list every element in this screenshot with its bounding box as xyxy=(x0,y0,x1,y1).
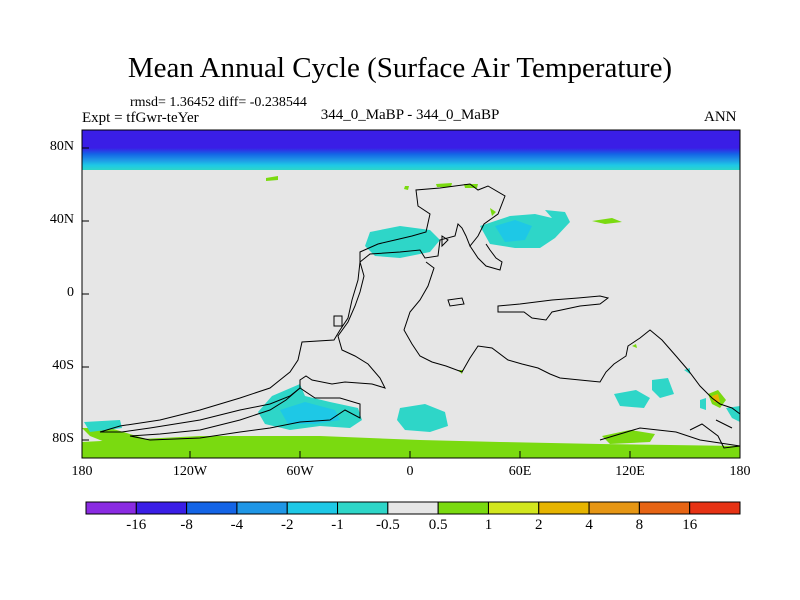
colorbar-swatch xyxy=(689,501,741,515)
x-tick-label: 0 xyxy=(406,464,414,479)
y-tick-label: 40N xyxy=(49,212,74,227)
cool-patch-s-atlantic xyxy=(397,404,448,432)
cool-patch-europe xyxy=(365,226,440,258)
colorbar-swatch xyxy=(437,501,489,515)
colorbar-label: -4 xyxy=(230,517,244,533)
colder-core-asia xyxy=(495,220,532,242)
colder-core-s-america xyxy=(280,402,340,424)
colorbar-label: 2 xyxy=(535,517,543,533)
anomaly-fields xyxy=(82,130,740,458)
colorbar-swatch xyxy=(286,501,339,515)
cool-speck-1 xyxy=(684,368,690,374)
colorbar-swatch xyxy=(588,501,640,515)
colorbar-label: -2 xyxy=(280,517,294,533)
y-tick-label: 80S xyxy=(52,431,74,446)
colorbar-swatch xyxy=(387,501,439,515)
coast-isle-3 xyxy=(441,235,449,248)
warm-speck-atlantic xyxy=(266,176,278,181)
chart-title: Mean Annual Cycle (Surface Air Temperatu… xyxy=(127,52,673,84)
x-tick-label: 60W xyxy=(286,464,314,479)
y-tick-label: 0 xyxy=(67,285,74,300)
cool-speck-east xyxy=(726,406,740,422)
coast-island xyxy=(333,315,343,327)
cool-speck-nz xyxy=(700,398,706,410)
coast-antarctic-east xyxy=(599,427,740,447)
arctic-cold-band xyxy=(82,130,740,170)
x-tick-label: 180 xyxy=(71,464,93,479)
colorbar-label: 1 xyxy=(484,517,493,533)
colorbar-label: 4 xyxy=(585,517,593,533)
colorbar-swatch xyxy=(85,501,137,515)
season-label: ANN xyxy=(704,109,737,125)
diff-value: -0.238544 xyxy=(249,95,307,110)
colorbar xyxy=(85,501,741,515)
antarctic-warm-band xyxy=(82,436,740,458)
colorbar-swatch xyxy=(135,501,188,515)
warm-speck-asia xyxy=(592,218,622,224)
coast-asia-inlet xyxy=(469,243,503,271)
colorbar-label: 16 xyxy=(682,517,698,533)
coast-s-america-tip xyxy=(129,387,361,441)
warm-speck-1 xyxy=(404,186,409,190)
colorbar-swatch xyxy=(538,501,590,515)
colorbar-label: -0.5 xyxy=(375,517,400,533)
coastlines xyxy=(99,183,740,449)
warm-speck-2 xyxy=(436,183,452,187)
x-tick-label: 120E xyxy=(615,464,645,479)
x-tick-label: 60E xyxy=(508,464,532,479)
colorbar-swatch xyxy=(236,501,288,515)
colorbar-label: 0.5 xyxy=(428,517,448,533)
warm-patch-s-indian xyxy=(602,430,655,444)
diff-label: diff= xyxy=(218,95,247,110)
coast-eurasia-west xyxy=(359,183,506,264)
warm-patch-sw xyxy=(82,428,150,446)
case-label: 344_0_MaBP - 344_0_MaBP xyxy=(320,107,500,123)
x-tick-label: 180 xyxy=(729,464,751,479)
stats-line: rmsd= 1.36452 diff= -0.238544 xyxy=(130,95,307,111)
coast-antarctic-edge xyxy=(689,419,740,449)
coast-americas xyxy=(99,261,386,433)
warm-speck-4 xyxy=(490,208,496,216)
colorbar-swatch xyxy=(337,501,389,515)
colorbar-swatch xyxy=(487,501,540,515)
y-tick-label: 40S xyxy=(52,358,74,373)
colorbar-swatch xyxy=(638,501,691,515)
x-tick-label: 120W xyxy=(172,464,208,479)
warm-speck-6 xyxy=(632,344,637,348)
cool-patch-australia xyxy=(652,378,674,398)
colorbar-label: 8 xyxy=(635,517,644,533)
rmsd-label: rmsd= xyxy=(130,95,166,110)
cool-patch-s-indian xyxy=(614,390,650,408)
axis-ticks xyxy=(82,147,631,458)
cool-patch-sw xyxy=(84,420,122,432)
coast-peninsula xyxy=(497,295,610,321)
colorbar-label: -16 xyxy=(126,517,147,533)
colorbar-label: -8 xyxy=(180,517,193,533)
y-tick-label: 80N xyxy=(49,139,74,154)
rmsd-value: 1.36452 xyxy=(169,95,215,110)
experiment-label: Expt = tfGwr-teYer xyxy=(82,110,199,126)
colorbar-label: -1 xyxy=(331,517,344,533)
coast-africa-gondwana xyxy=(403,261,740,415)
coast-isle-2 xyxy=(447,297,465,307)
colorbar-swatch xyxy=(186,501,238,515)
